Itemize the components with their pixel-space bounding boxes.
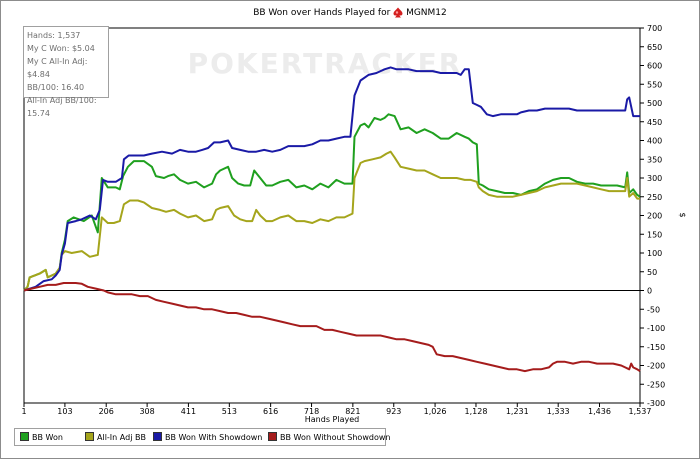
x-tick-label: 718 — [304, 407, 319, 416]
x-tick-label: 1,333 — [547, 407, 570, 416]
stat-my-c-allin-adj: My C All-In Adj: $4.84 — [27, 57, 88, 79]
y-tick-label: 600 — [647, 62, 662, 71]
y-tick-label: 150 — [647, 230, 662, 239]
series-line-bb-won — [23, 113, 641, 292]
y-tick-label: 350 — [647, 155, 662, 164]
x-tick-label: 411 — [181, 407, 196, 416]
chart-title: BB Won over Hands Played for MGNM12 — [0, 7, 700, 18]
watermark-text: POKERTRACKER — [188, 47, 463, 80]
y-tick-label: -250 — [647, 380, 665, 389]
legend-swatch — [153, 432, 162, 441]
x-tick-label: 206 — [99, 407, 114, 416]
x-tick-label: 923 — [386, 407, 401, 416]
legend: BB Won All-In Adj BB BB Won With Showdow… — [14, 428, 390, 446]
y-tick-label: 650 — [647, 43, 662, 52]
stats-box: Hands: 1,537 My C Won: $5.04 My C All-In… — [23, 26, 109, 118]
y-axis: -300 -250 -200 -150 -100 -50 0 50 100 150 200 250 30… — [640, 24, 665, 408]
legend-swatch — [268, 432, 277, 441]
x-tick-label: 513 — [222, 407, 237, 416]
y-tick-label: -150 — [647, 343, 665, 352]
stat-hands: Hands: 1,537 — [27, 31, 81, 40]
series-layer — [23, 66, 641, 373]
spade-logo-icon — [393, 7, 403, 18]
legend-item-bb-won-with-showdown[interactable]: BB Won With Showdown — [153, 432, 262, 443]
legend-swatch — [20, 432, 29, 441]
title-player: MGNM12 — [406, 8, 447, 18]
series-line-all-in-adj-bb — [23, 150, 640, 292]
title-prefix: BB Won over Hands Played for — [253, 8, 391, 18]
y-axis-label: $ — [678, 212, 687, 217]
y-tick-label: 700 — [647, 24, 662, 33]
y-tick-label: -200 — [647, 362, 665, 371]
x-tick-label: 1 — [21, 407, 26, 416]
legend-label: BB Won Without Showdown — [280, 433, 391, 442]
legend-label: BB Won — [32, 433, 63, 442]
legend-label: BB Won With Showdown — [165, 433, 263, 442]
y-tick-label: 250 — [647, 193, 662, 202]
y-tick-label: 300 — [647, 174, 662, 183]
legend-item-all-in-adj-bb[interactable]: All-In Adj BB — [85, 432, 146, 443]
stat-allin-adj-bb100: All-In Adj BB/100: 15.74 — [27, 96, 97, 118]
x-tick-label: 1,026 — [424, 407, 447, 416]
series-line-bb-won-with-showdown — [23, 66, 640, 292]
x-tick-label: 1,231 — [506, 407, 529, 416]
y-tick-label: -300 — [647, 399, 665, 408]
y-tick-label: -100 — [647, 324, 665, 333]
x-tick-label: 1,537 — [629, 407, 652, 416]
series-line-bb-won-without-showdown — [23, 282, 641, 373]
x-tick-label: 821 — [345, 407, 360, 416]
x-tick-label: 1,128 — [465, 407, 488, 416]
legend-item-bb-won[interactable]: BB Won — [20, 432, 63, 443]
y-tick-label: 50 — [647, 268, 657, 277]
x-tick-label: 616 — [263, 407, 278, 416]
legend-label: All-In Adj BB — [97, 433, 146, 442]
y-tick-label: -50 — [647, 305, 660, 314]
y-tick-label: 500 — [647, 99, 662, 108]
y-tick-label: 0 — [647, 287, 652, 296]
x-tick-label: 103 — [57, 407, 72, 416]
legend-swatch — [85, 432, 94, 441]
stat-bb100: BB/100: 16.40 — [27, 83, 85, 92]
stat-my-c-won: My C Won: $5.04 — [27, 44, 95, 53]
y-tick-label: 400 — [647, 137, 662, 146]
plot-area — [23, 27, 641, 404]
y-tick-label: 550 — [647, 80, 662, 89]
x-tick-label: 1,436 — [588, 407, 611, 416]
y-tick-label: 100 — [647, 249, 662, 258]
y-tick-label: 200 — [647, 212, 662, 221]
x-axis-label: Hands Played — [305, 415, 359, 424]
x-axis: 1 103 206 308 411 513 616 718 821 923 1,026 1,128 1,… — [21, 403, 651, 416]
x-tick-label: 308 — [139, 407, 154, 416]
watermark: POKERTRACKER — [188, 47, 463, 80]
y-tick-label: 450 — [647, 118, 662, 127]
legend-item-bb-won-without-showdown[interactable]: BB Won Without Showdown — [268, 432, 390, 443]
